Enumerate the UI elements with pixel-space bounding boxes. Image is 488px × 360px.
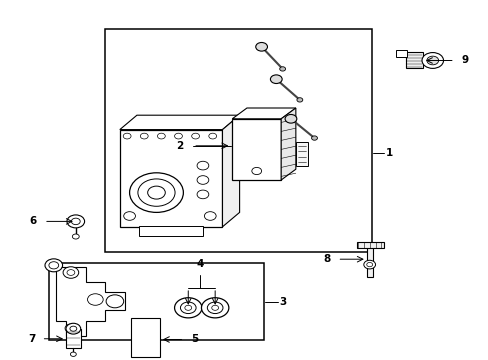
Bar (66, 329, 81, 348)
Text: 9: 9 (460, 55, 468, 66)
Circle shape (49, 262, 59, 269)
Bar (105, 29, 371, 252)
Text: 1: 1 (385, 148, 392, 158)
Circle shape (67, 215, 84, 228)
Circle shape (129, 173, 183, 212)
Circle shape (207, 302, 223, 314)
Circle shape (123, 133, 131, 139)
Polygon shape (232, 108, 295, 119)
Circle shape (66, 323, 81, 334)
Circle shape (201, 298, 228, 318)
Circle shape (174, 298, 202, 318)
Circle shape (67, 270, 75, 275)
Circle shape (421, 53, 443, 68)
Polygon shape (120, 115, 239, 130)
Circle shape (140, 133, 148, 139)
Circle shape (251, 167, 261, 175)
Circle shape (123, 212, 135, 220)
Circle shape (139, 320, 152, 330)
Bar (49, 263, 264, 340)
Bar (295, 142, 307, 166)
Bar (139, 351, 152, 356)
Text: 8: 8 (323, 254, 330, 264)
Text: 6: 6 (29, 216, 37, 226)
Polygon shape (222, 115, 239, 227)
Bar (356, 242, 383, 248)
Circle shape (363, 260, 375, 269)
Circle shape (70, 352, 76, 356)
Text: 2: 2 (176, 141, 183, 151)
Circle shape (138, 179, 175, 206)
Bar (232, 119, 281, 180)
Bar (405, 52, 422, 68)
Bar (139, 340, 152, 347)
Circle shape (180, 302, 196, 314)
Circle shape (204, 212, 216, 220)
Circle shape (255, 42, 267, 51)
Circle shape (270, 75, 282, 84)
Circle shape (197, 176, 208, 184)
Circle shape (87, 294, 103, 305)
Bar (366, 243, 372, 277)
Circle shape (191, 133, 199, 139)
Text: 5: 5 (190, 334, 198, 345)
Bar (130, 318, 160, 357)
Circle shape (426, 56, 438, 65)
Bar (120, 130, 222, 227)
Circle shape (366, 262, 372, 267)
Circle shape (208, 133, 216, 139)
Circle shape (45, 259, 62, 272)
Circle shape (157, 133, 165, 139)
Circle shape (285, 114, 296, 123)
Polygon shape (281, 108, 295, 180)
Circle shape (211, 305, 218, 310)
Circle shape (63, 267, 79, 278)
Circle shape (147, 186, 165, 199)
Text: 3: 3 (279, 297, 286, 307)
Circle shape (65, 324, 77, 333)
Bar (395, 50, 406, 57)
Circle shape (197, 161, 208, 170)
Bar (141, 346, 150, 351)
Circle shape (71, 218, 80, 225)
Circle shape (296, 98, 302, 102)
Circle shape (184, 305, 191, 310)
Text: 7: 7 (28, 334, 35, 344)
Text: 4: 4 (196, 259, 204, 269)
Circle shape (70, 326, 77, 331)
Circle shape (174, 133, 182, 139)
Circle shape (106, 295, 123, 308)
Circle shape (279, 67, 285, 71)
Polygon shape (56, 267, 124, 336)
Bar (139, 226, 203, 236)
Circle shape (197, 190, 208, 199)
Circle shape (311, 136, 317, 140)
Circle shape (72, 234, 79, 239)
